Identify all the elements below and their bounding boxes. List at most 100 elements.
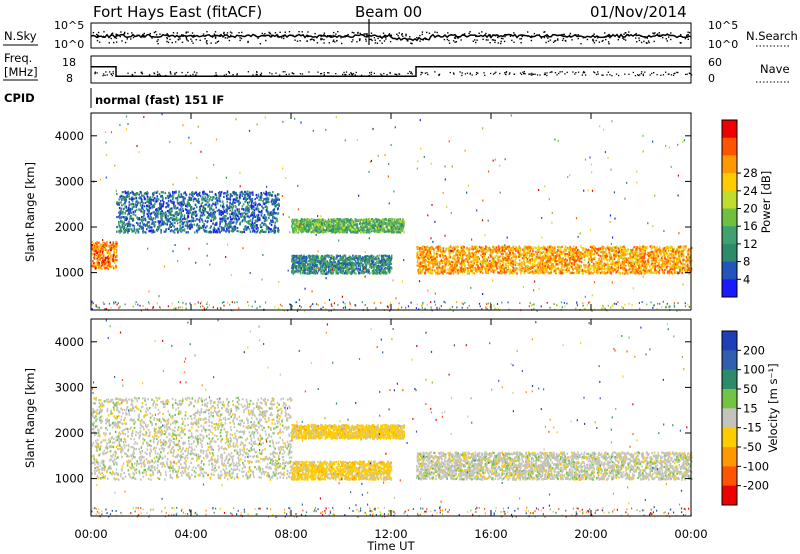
scatter-point [94, 267, 97, 270]
scatter-point [225, 211, 227, 214]
scatter-point [102, 253, 105, 256]
scatter-point [368, 265, 371, 269]
scatter-point [160, 214, 163, 217]
scatter-point [124, 190, 126, 193]
scatter-point [266, 225, 269, 229]
scatter-point [198, 224, 201, 227]
scatter-point [218, 191, 221, 194]
scatter-point [211, 208, 214, 212]
scatter-point [236, 194, 239, 197]
scatter-point [151, 206, 153, 209]
scatter-point [220, 191, 223, 194]
nave-dot [544, 72, 546, 74]
scatter-point [186, 205, 189, 208]
scatter-point [212, 211, 214, 214]
scatter-point [253, 209, 256, 212]
scatter-point [349, 265, 351, 268]
nave-dot [350, 72, 352, 74]
scatter-point [133, 227, 136, 230]
nsearch-dot [455, 41, 458, 43]
scatter-point [390, 220, 393, 223]
scatter-point [187, 199, 190, 202]
nsearch-dot [648, 41, 650, 44]
scatter-point [118, 206, 121, 210]
scatter-point [390, 221, 393, 225]
scatter-point [184, 191, 186, 194]
nsearch-dot [544, 31, 546, 33]
scatter-point [178, 218, 181, 221]
scatter-point [156, 199, 159, 202]
scatter-point [306, 228, 309, 231]
scatter-point [319, 262, 322, 265]
scatter-point [384, 222, 387, 225]
nsearch-dot [565, 35, 567, 38]
scatter-point [268, 227, 270, 230]
scatter-point [212, 231, 215, 234]
freq-tick-bottom: 8 [66, 72, 73, 85]
nave-dot [247, 71, 249, 73]
scatter-point [216, 201, 219, 204]
nsearch-dot [294, 39, 296, 41]
scatter-point [153, 205, 156, 208]
scatter-point [135, 197, 138, 200]
scatter-point [401, 228, 404, 231]
scatter-point [152, 198, 155, 201]
scatter-point [340, 230, 343, 233]
scatter-point [227, 207, 229, 210]
scatter-point [266, 194, 268, 197]
nave-dot [260, 72, 263, 74]
scatter-point [235, 196, 237, 199]
scatter-point [345, 267, 348, 270]
scatter-point [147, 214, 150, 217]
scatter-point [244, 190, 247, 194]
nsearch-dot [365, 38, 367, 40]
freq-line [91, 66, 691, 78]
scatter-point [211, 199, 213, 202]
nave-dot [583, 71, 586, 74]
scatter-point [267, 213, 269, 216]
scatter-point [331, 263, 334, 267]
scatter-point [137, 223, 139, 226]
scatter-point [133, 205, 135, 208]
scatter-point [149, 196, 152, 199]
nsearch-dot [684, 37, 687, 40]
nsearch-dot [115, 41, 118, 43]
scatter-point [252, 207, 254, 210]
scatter-point [124, 202, 127, 205]
scatter-point [204, 192, 207, 195]
scatter-point [250, 225, 252, 228]
scatter-point [302, 220, 305, 223]
scatter-point [263, 198, 265, 201]
scatter-point [353, 271, 356, 274]
scatter-point [113, 259, 116, 262]
scatter-point [259, 203, 261, 206]
scatter-point [158, 226, 161, 229]
nave-dot [285, 73, 287, 76]
scatter-point [322, 224, 325, 227]
scatter-point [261, 209, 263, 212]
nave-dot [271, 73, 273, 75]
nave-dot [370, 71, 373, 73]
scatter-point [156, 195, 159, 198]
nsearch-dot [502, 38, 504, 40]
scatter-point [161, 210, 163, 213]
scatter-point [220, 229, 223, 232]
scatter-point [175, 211, 177, 214]
scatter-point [362, 230, 365, 233]
scatter-point [382, 257, 385, 260]
scatter-point [132, 217, 134, 221]
scatter-point [94, 253, 96, 256]
scatter-point [335, 218, 338, 221]
scatter-point [156, 208, 159, 211]
scatter-point [176, 212, 179, 215]
nave-dot [410, 71, 413, 73]
scatter-point [389, 224, 391, 227]
scatter-point [233, 218, 236, 221]
nave-dot [584, 74, 587, 76]
scatter-point [124, 223, 126, 226]
nsearch-dot [436, 31, 438, 34]
scatter-point [305, 228, 308, 231]
nave-dot [156, 73, 159, 76]
nave-dot [546, 74, 548, 77]
scatter-point [266, 197, 269, 200]
